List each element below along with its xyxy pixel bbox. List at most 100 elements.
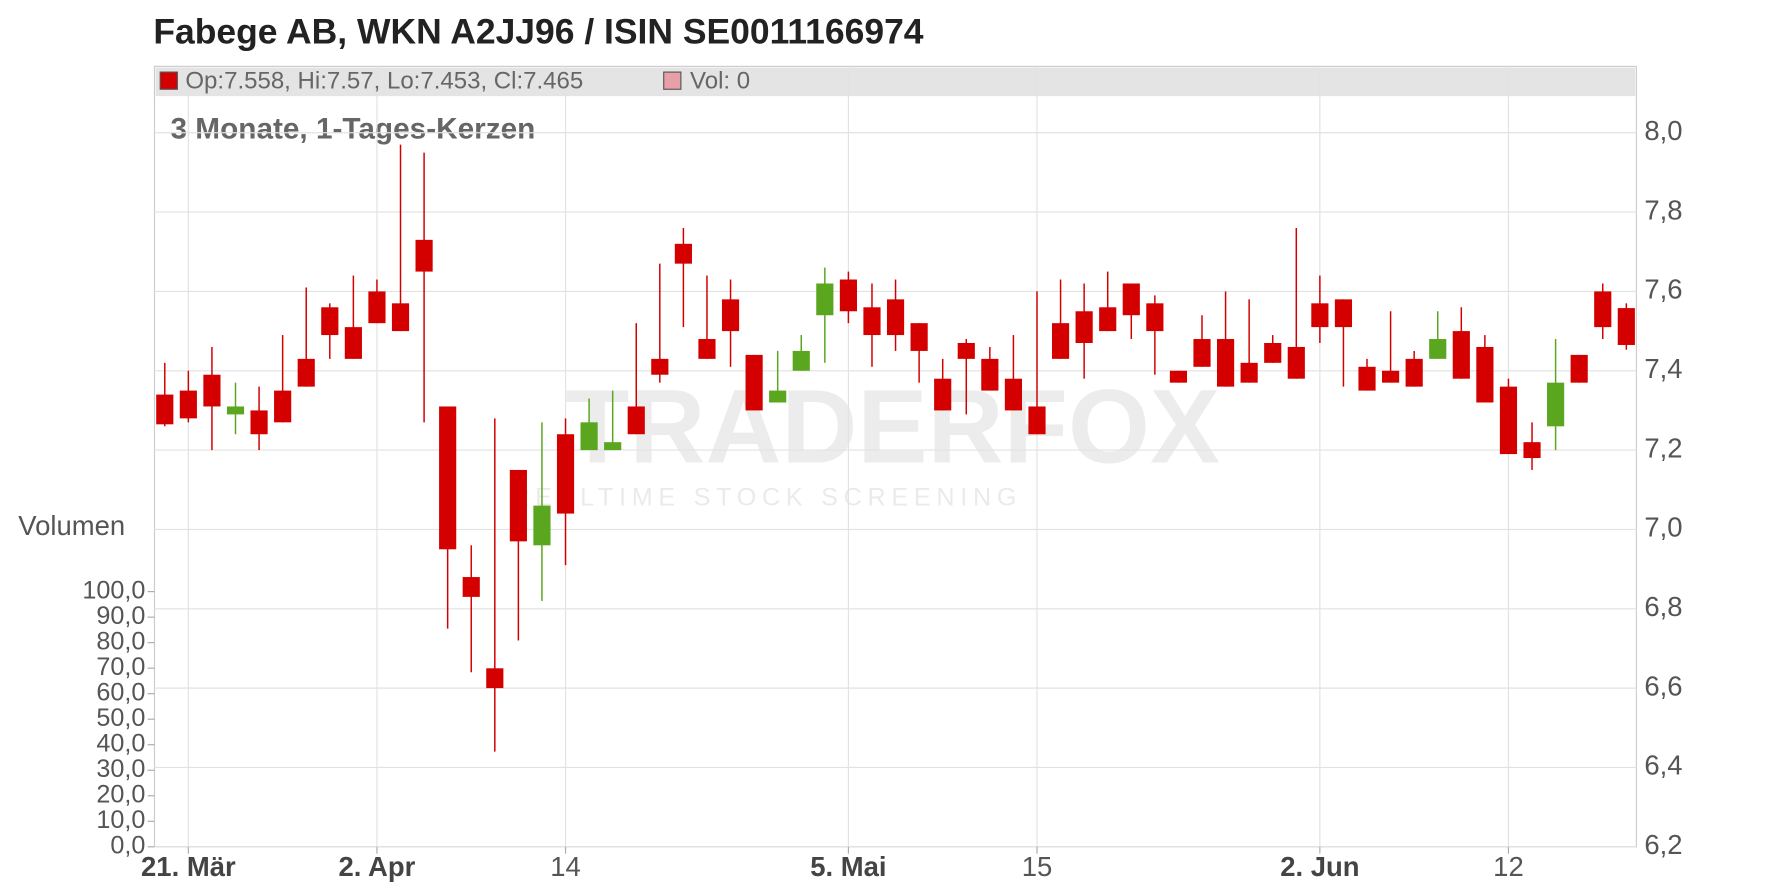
y2-tick-label: 40,0 <box>96 729 145 757</box>
candle-body <box>1452 331 1470 379</box>
candle-body <box>156 394 174 425</box>
candle-body <box>226 406 245 415</box>
y-tick-label: 7,8 <box>1644 194 1682 225</box>
candle-body <box>297 358 315 387</box>
candle-body <box>1122 283 1140 316</box>
candle-body <box>769 390 787 403</box>
candle-body <box>957 342 975 359</box>
volume-axis-title: Volumen <box>18 510 125 541</box>
y-tick-label: 6,4 <box>1644 750 1682 781</box>
candle-body <box>533 505 551 546</box>
candle-body <box>1169 370 1188 383</box>
candle-body <box>698 339 716 359</box>
candle-body <box>509 469 527 542</box>
chart-subtitle: 3 Monate, 1-Tages-Kerzen <box>171 112 536 145</box>
watermark: TRADERFOX <box>565 369 1220 486</box>
candle-body <box>462 577 480 597</box>
candle-body <box>1358 366 1376 391</box>
candle-body <box>1004 378 1023 411</box>
candle-body <box>486 668 504 689</box>
candle-body <box>1594 291 1612 328</box>
y2-tick-label: 0,0 <box>110 831 145 859</box>
candle-body <box>321 307 339 336</box>
y-tick-label: 7,2 <box>1644 432 1682 463</box>
x-tick-label: 14 <box>550 851 581 882</box>
candle-body <box>1051 323 1070 359</box>
y-tick-label: 7,6 <box>1644 274 1682 305</box>
x-tick-label: 12 <box>1493 851 1524 882</box>
candle-body <box>1287 346 1305 379</box>
x-tick-label: 5. Mai <box>810 851 886 882</box>
legend-text: Op:7.558, Hi:7.57, Lo:7.453, Cl:7.465 <box>185 68 583 95</box>
candle-body <box>934 378 952 411</box>
legend-text: Vol: 0 <box>690 68 750 95</box>
candle-body <box>721 299 740 332</box>
candle-body <box>745 354 763 411</box>
candle-body <box>250 410 268 435</box>
candle-body <box>1028 406 1046 435</box>
y-tick-label: 7,4 <box>1644 353 1682 384</box>
candle-body <box>203 374 221 407</box>
y-tick-label: 8,0 <box>1644 115 1682 146</box>
candle-body <box>816 283 834 316</box>
y2-tick-label: 10,0 <box>96 806 145 834</box>
candle-body <box>910 323 928 351</box>
candle-body <box>556 434 575 514</box>
candle-body <box>274 390 292 423</box>
x-tick-label: 2. Jun <box>1280 851 1359 882</box>
candle-body <box>1547 382 1565 427</box>
candle-body <box>368 291 386 324</box>
candle-body <box>839 279 857 312</box>
candle-body <box>415 239 433 272</box>
candle-body <box>1570 354 1588 383</box>
x-tick-label: 21. Mär <box>141 851 236 882</box>
candle-body <box>1334 299 1353 328</box>
legend-band <box>155 67 1636 97</box>
candle-body <box>1146 303 1164 332</box>
candle-body <box>627 406 645 435</box>
y2-tick-label: 70,0 <box>96 653 145 681</box>
candle-body <box>1429 339 1447 359</box>
y-tick-label: 7,0 <box>1644 512 1682 543</box>
watermark-sub: REALTIME STOCK SCREENING <box>511 484 1022 512</box>
chart-title: Fabege AB, WKN A2JJ96 / ISIN SE001116697… <box>153 12 923 52</box>
plot-area <box>153 65 1637 848</box>
candle-body <box>344 327 362 359</box>
candle-body <box>179 390 197 419</box>
candle-body <box>1240 362 1258 383</box>
candle-body <box>886 299 905 336</box>
y2-tick-label: 50,0 <box>96 704 145 732</box>
candle-body <box>674 243 692 264</box>
candle-body <box>439 406 457 550</box>
legend-swatch <box>159 71 178 90</box>
legend-swatch <box>663 71 682 90</box>
candle-body <box>1311 303 1329 328</box>
y-tick-label: 6,2 <box>1644 829 1682 860</box>
y2-tick-label: 20,0 <box>96 780 145 808</box>
y-tick-label: 6,8 <box>1644 591 1682 622</box>
candle-body <box>580 422 598 451</box>
candle-body <box>1523 442 1541 459</box>
x-tick-label: 15 <box>1022 851 1053 882</box>
candle-body <box>1193 339 1211 367</box>
y2-tick-label: 90,0 <box>96 602 145 630</box>
candle-body <box>1075 311 1093 343</box>
candle-body <box>1264 342 1282 363</box>
y-tick-label: 6,6 <box>1644 670 1682 701</box>
y2-tick-label: 30,0 <box>96 755 145 783</box>
candle-body <box>1382 370 1400 383</box>
y2-tick-label: 100,0 <box>82 576 145 604</box>
candle-body <box>651 358 669 375</box>
candle-body <box>604 442 622 451</box>
x-tick-label: 2. Apr <box>339 851 416 882</box>
candle-body <box>1216 339 1235 387</box>
candle-body <box>1405 358 1423 387</box>
y2-tick-label: 80,0 <box>96 627 145 655</box>
candle-body <box>1499 386 1518 455</box>
candle-body <box>863 307 881 336</box>
candle-body <box>391 303 410 332</box>
y2-tick-label: 60,0 <box>96 678 145 706</box>
candle-body <box>1099 307 1117 332</box>
candle-body <box>981 358 999 391</box>
